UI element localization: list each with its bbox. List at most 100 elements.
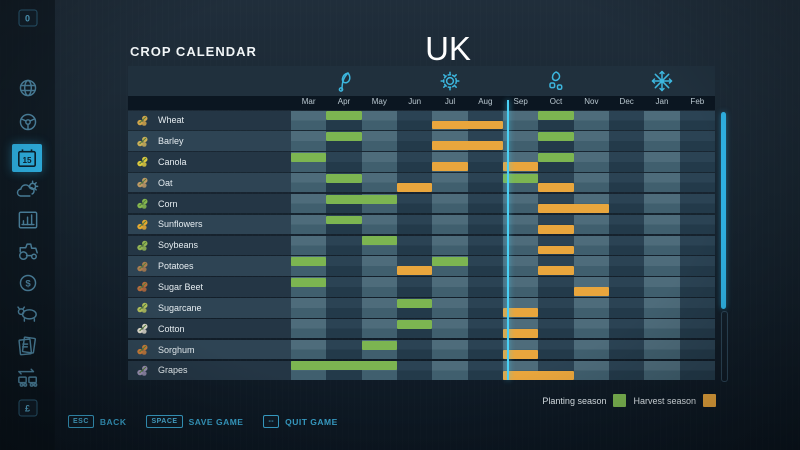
crop-label-cell: Sorghum: [128, 339, 291, 360]
calendar-cell: [644, 277, 680, 297]
scrollbar-thumb[interactable]: [721, 112, 726, 309]
crop-label-cell: Sunflowers: [128, 214, 291, 235]
sidebar-item-weather[interactable]: [16, 179, 40, 201]
crop-row-sorghum: Sorghum: [128, 339, 715, 360]
crop-row-cotton: Cotton: [128, 319, 715, 339]
calendar-cell: [573, 298, 609, 318]
calendar-cell: [644, 110, 680, 130]
sidebar-item-logistics[interactable]: [15, 367, 41, 389]
crop-row-grid: [291, 110, 715, 130]
calendar-cell: [361, 298, 397, 318]
calendar-cell: [467, 256, 503, 276]
crop-label-cell: Grapes: [128, 360, 291, 381]
scrollbar-track[interactable]: [721, 310, 728, 382]
crop-name: Potatoes: [158, 261, 194, 272]
harvest-bar: [538, 203, 609, 213]
sidebar-item-finances[interactable]: $: [17, 272, 39, 294]
sidebar-item-statistics[interactable]: [17, 210, 39, 230]
svg-text:$: $: [25, 278, 31, 289]
crop-row-grid: [291, 360, 715, 381]
calendar-cell: [679, 110, 715, 130]
calendar-cell: [396, 339, 433, 360]
crop-label-cell: Cotton: [128, 319, 291, 339]
potatoes-icon: [136, 260, 149, 273]
autumn-leaves-icon: [546, 69, 566, 93]
calendar-cell: [608, 298, 645, 318]
sidebar-item-animals[interactable]: [16, 303, 40, 323]
sidebar-item-map-globe[interactable]: [17, 77, 39, 99]
crop-name: Sorghum: [158, 344, 195, 355]
calendar-cell: [538, 298, 574, 318]
crop-row-barley: Barley: [128, 131, 715, 151]
planting-bar: [538, 111, 574, 121]
back-button[interactable]: ESC BACK: [68, 415, 126, 428]
calendar-cell: [467, 235, 503, 255]
sidebar-item-calendar[interactable]: 15: [12, 144, 42, 172]
sidebar-item-contracts[interactable]: [16, 335, 40, 357]
crop-name: Sunflowers: [158, 219, 203, 230]
planting-bar: [326, 215, 362, 225]
sidebar: 0 15 $ £: [0, 0, 55, 450]
planting-bar: [396, 298, 433, 308]
calendar-cell: [396, 277, 433, 297]
calendar-cell: [573, 152, 609, 172]
keycap-space: SPACE: [146, 415, 183, 428]
calendar-cell: [608, 214, 645, 235]
crop-name: Canola: [158, 156, 187, 167]
spring-leaf-icon: [334, 69, 354, 93]
keycap---: --: [263, 415, 280, 428]
calendar-cell: [573, 110, 609, 130]
calendar-cell: [396, 193, 433, 214]
planting-bar: [326, 111, 362, 121]
crop-row-grid: [291, 339, 715, 360]
planting-bar: [291, 361, 397, 371]
month-label-jun: Jun: [408, 97, 422, 106]
calendar-cell: [644, 214, 680, 235]
calendar-cell: [502, 256, 539, 276]
calendar-cell: [396, 360, 433, 381]
sidebar-item-vehicles-steering[interactable]: [17, 111, 39, 133]
calendar-cell: [608, 235, 645, 255]
calendar-cell: [608, 110, 645, 130]
calendar-cell: [573, 319, 609, 339]
calendar-cell: [573, 360, 609, 381]
month-label-feb: Feb: [690, 97, 705, 106]
sidebar-item-key-currency[interactable]: £: [18, 399, 37, 417]
button-label: QUIT GAME: [285, 416, 338, 427]
month-label-oct: Oct: [549, 97, 563, 106]
harvest-bar: [538, 266, 574, 276]
calendar-cell: [608, 152, 645, 172]
calendar-cell: [502, 131, 539, 151]
page-title: CROP CALENDAR: [130, 44, 257, 59]
harvest-bar: [538, 245, 574, 255]
calendar-cell: [326, 298, 362, 318]
planting-bar: [326, 194, 397, 204]
calendar-cell: [291, 193, 327, 214]
calendar-cell: [679, 131, 715, 151]
month-label-aug: Aug: [478, 97, 493, 106]
calendar-cell: [467, 214, 503, 235]
calendar-cell: [432, 193, 468, 214]
crop-row-sunflowers: Sunflowers: [128, 214, 715, 235]
calendar-cell: [502, 235, 539, 255]
calendar-cell: [573, 235, 609, 255]
calendar-cell: [679, 319, 715, 339]
corn-icon: [136, 197, 149, 210]
calendar-cell: [644, 256, 680, 276]
calendar-cell: [467, 298, 503, 318]
calendar-cell: [679, 256, 715, 276]
crop-row-oat: Oat: [128, 173, 715, 193]
sidebar-item-key-0[interactable]: 0: [18, 9, 37, 27]
quit-game-button[interactable]: -- QUIT GAME: [263, 415, 337, 428]
calendar-cell: [396, 110, 433, 130]
calendar-cell: [326, 339, 362, 360]
calendar-cell: [644, 235, 680, 255]
sidebar-item-garage-tractor[interactable]: [16, 240, 40, 262]
sugarcane-icon: [136, 301, 149, 314]
region-title: UK: [425, 30, 471, 67]
calendar-cell: [502, 193, 539, 214]
grapes-icon: [136, 364, 149, 377]
save-game-button[interactable]: SPACE SAVE GAME: [146, 415, 243, 428]
calendar-cell: [644, 319, 680, 339]
crop-row-soybeans: Soybeans: [128, 235, 715, 255]
